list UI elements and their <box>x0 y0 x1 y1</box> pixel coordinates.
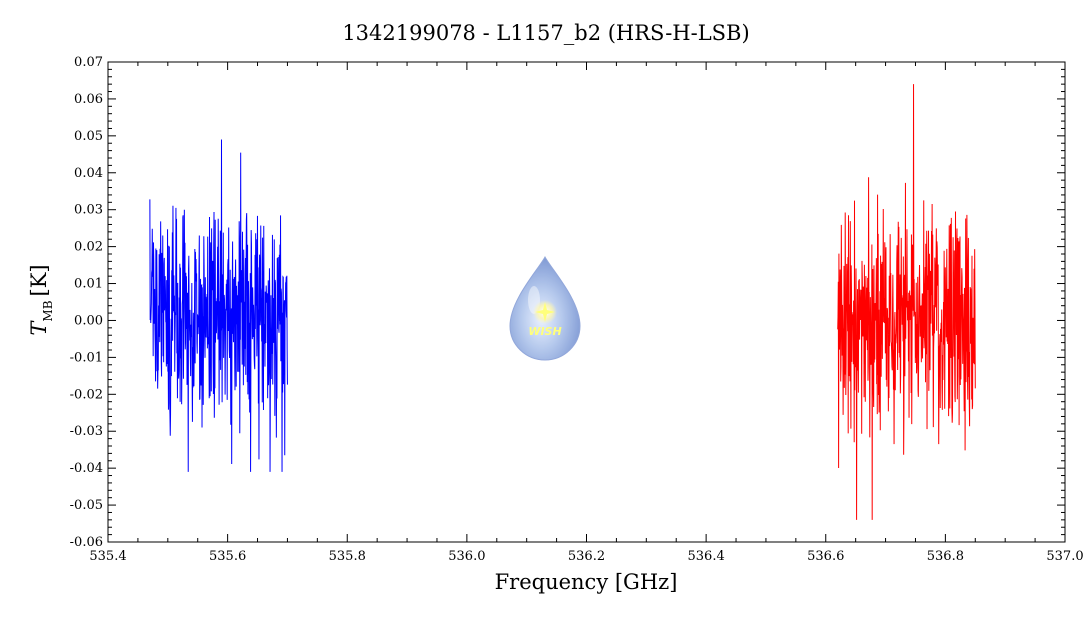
y-tick-label: -0.03 <box>70 424 103 439</box>
x-axis-label: Frequency [GHz] <box>495 570 678 594</box>
x-axis: 535.4 535.6 535.8 536.0 536.2 536.4 536.6 536.8… <box>89 62 1084 564</box>
y-tick-label: 0.02 <box>74 240 103 255</box>
y-axis-label-symbol: T <box>27 320 51 336</box>
x-tick-label: 536.6 <box>807 549 844 564</box>
wish-logo: WISH <box>509 255 581 361</box>
x-tick-label: 536.8 <box>927 549 964 564</box>
y-tick-label: -0.02 <box>70 387 103 402</box>
logo-text: WISH <box>528 325 561 338</box>
x-tick-label: 535.4 <box>89 549 126 564</box>
spectrum-series-2 <box>837 84 976 520</box>
y-tick-label: 0.07 <box>74 55 103 70</box>
x-tick-label: 536.4 <box>688 549 725 564</box>
y-tick-label: -0.05 <box>70 498 103 513</box>
y-axis: -0.06 -0.05 -0.04 -0.03 -0.02 -0.01 0.00 0.01 0.… <box>70 55 1065 550</box>
y-axis-label-unit: [K] <box>27 264 51 296</box>
y-tick-label: 0.01 <box>74 277 103 292</box>
y-axis-label: TMB [K] <box>27 264 55 335</box>
x-tick-label: 535.8 <box>329 549 366 564</box>
x-tick-label: 535.6 <box>209 549 246 564</box>
y-tick-label: 0.04 <box>74 166 103 181</box>
y-tick-label: 0.03 <box>74 203 103 218</box>
spectrum-series-1 <box>149 139 288 472</box>
y-tick-label: 0.00 <box>74 313 103 328</box>
y-tick-label: -0.06 <box>70 535 103 550</box>
y-tick-label: 0.05 <box>74 129 103 144</box>
chart-title: 1342199078 - L1157_b2 (HRS-H-LSB) <box>342 21 749 45</box>
x-tick-label: 537.0 <box>1046 549 1083 564</box>
series-layer <box>149 84 976 520</box>
y-axis-label-subscript: MB <box>41 300 55 321</box>
x-tick-label: 536.2 <box>568 549 605 564</box>
y-tick-label: 0.06 <box>74 92 103 107</box>
y-tick-label: -0.04 <box>70 461 103 476</box>
svg-text:TMB[K]: TMB [K] <box>27 264 55 335</box>
x-tick-label: 536.0 <box>448 549 485 564</box>
y-tick-label: -0.01 <box>70 350 103 365</box>
